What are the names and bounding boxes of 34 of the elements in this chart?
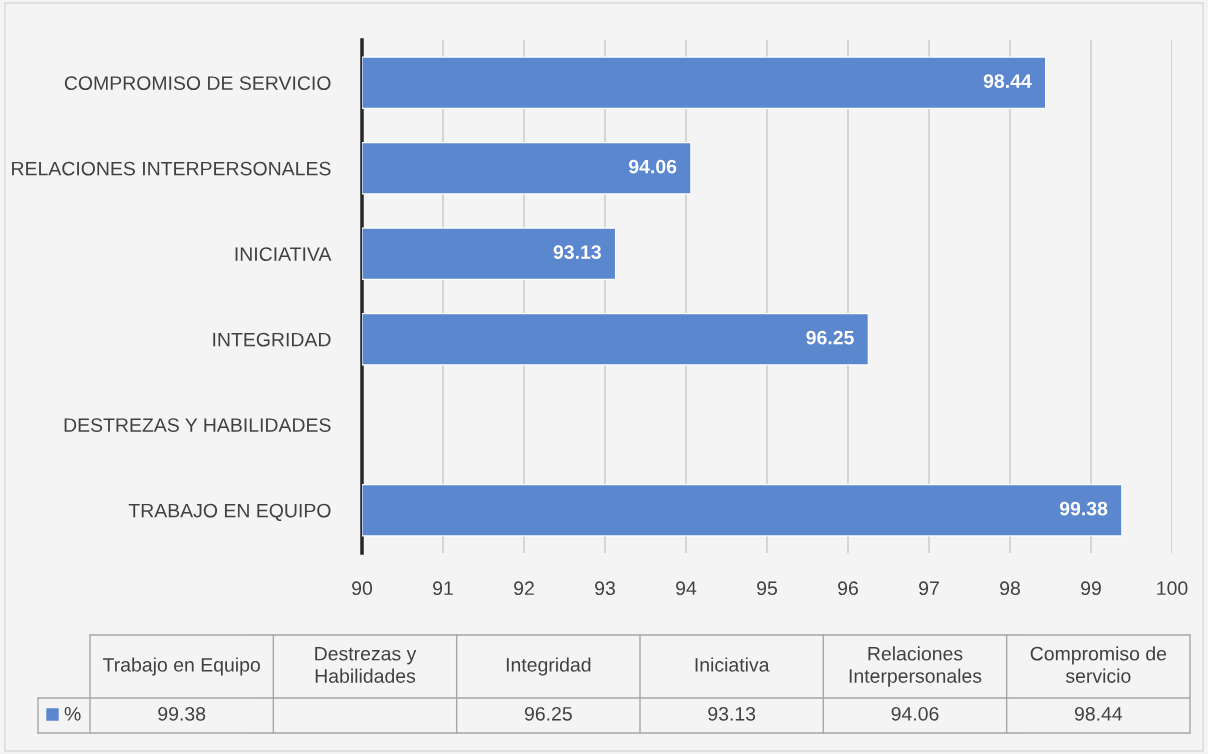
y-tick-label: RELACIONES INTERPERSONALES [12, 161, 331, 176]
x-tick-label: 97 [919, 581, 939, 596]
text: Relaciones Interpersonales [849, 646, 982, 687]
y-tick-label: TRABAJO EN EQUIPO [128, 503, 331, 521]
data-label: 93.13 [553, 245, 601, 259]
x-tick-label: 94 [676, 581, 697, 596]
text: Iniciativa [695, 657, 770, 672]
data-label: 96.25 [806, 330, 854, 345]
y-tick-label: COMPROMISO DE SERVICIO [64, 76, 331, 90]
text: Destrezas y Habilidades [315, 646, 417, 683]
x-tick-label: 90 [352, 581, 373, 596]
x-tick-label: 99 [1081, 581, 1101, 596]
x-tick-label: 96 [838, 581, 858, 596]
x-tick-label: 93 [595, 581, 615, 596]
x-tick-label: 98 [1000, 581, 1020, 596]
x-tick-label: 91 [433, 581, 453, 596]
data-label: 94.06 [628, 159, 677, 174]
text: 94.06 [891, 706, 939, 721]
y-tick-label: INICIATIVA [235, 247, 332, 261]
text: 93.13 [708, 706, 756, 721]
text: 99.38 [158, 706, 206, 721]
data-label: 99.38 [1059, 501, 1108, 516]
text: Compromiso de servicio [1030, 646, 1167, 683]
text: 96.25 [524, 706, 572, 721]
text: 98.44 [1074, 706, 1123, 721]
legend-label: % [64, 707, 81, 721]
x-tick-label: 95 [757, 581, 777, 596]
text: Trabajo en Equipo [103, 657, 260, 676]
x-tick-label: 92 [514, 581, 534, 596]
data-label: 98.44 [983, 74, 1032, 88]
y-tick-label: INTEGRIDAD [213, 332, 331, 347]
text: Integridad [506, 657, 591, 676]
y-tick-label: DESTREZAS Y HABILIDADES [64, 418, 331, 432]
x-tick-label: 100 [1157, 581, 1188, 596]
